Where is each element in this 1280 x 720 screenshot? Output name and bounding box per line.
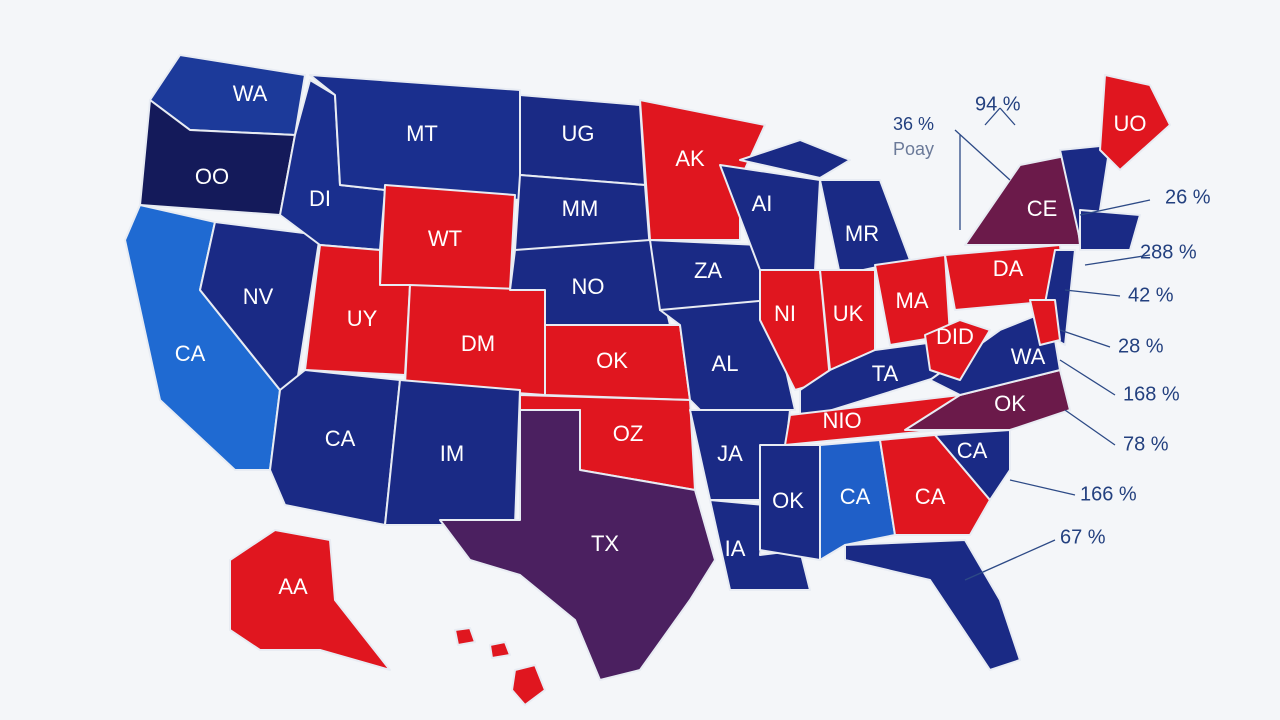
state-label: NV (243, 284, 274, 309)
annotations: 94 % 36 % Poay 26 % 288 % 42 % 28 % 168 … (893, 93, 1211, 548)
annotation: 42 % (1128, 284, 1174, 306)
state-label: TA (872, 361, 899, 386)
state-label: WA (1011, 344, 1046, 369)
state-label: JA (717, 441, 743, 466)
state-label: DM (461, 331, 495, 356)
state-label: AA (278, 574, 308, 599)
state-label: UY (347, 306, 378, 331)
state (904, 369, 1071, 431)
states (124, 54, 1171, 706)
state-label: MT (406, 121, 438, 146)
state (844, 539, 1021, 671)
state-label: WT (428, 226, 462, 251)
state (229, 529, 391, 671)
state-label: CA (175, 341, 206, 366)
state-label: MM (562, 196, 599, 221)
annotation: 288 % (1140, 241, 1197, 263)
annotation: 168 % (1123, 383, 1180, 405)
state (489, 641, 511, 659)
state-label: TX (591, 531, 619, 556)
state (819, 439, 896, 561)
annotation: 166 % (1080, 483, 1137, 505)
state (739, 139, 851, 179)
state-label: NI (774, 301, 796, 326)
state-label: WA (233, 81, 268, 106)
annotation: Poay (893, 139, 934, 159)
state-label: CA (840, 484, 871, 509)
state (1079, 209, 1141, 251)
state-label: IM (440, 441, 464, 466)
state-label: MA (896, 288, 929, 313)
state (924, 319, 991, 381)
annotation: 28 % (1118, 335, 1164, 357)
annotation: 67 % (1060, 526, 1106, 548)
annotation: 78 % (1123, 433, 1169, 455)
state-label: MR (845, 221, 879, 246)
state-label: AI (752, 191, 773, 216)
state-label: OK (994, 391, 1026, 416)
leader-lines (954, 107, 1151, 581)
state-label: CA (325, 426, 356, 451)
state-label: UK (833, 301, 864, 326)
state-labels: WA OO DI MT UG AK WT MM AI MR NO ZA NV U… (175, 81, 1147, 599)
state-label: CA (957, 438, 988, 463)
state (934, 429, 1011, 501)
state (879, 434, 991, 536)
state (511, 664, 546, 706)
state-label: OK (596, 348, 628, 373)
state-label: AL (712, 351, 739, 376)
state-label: CA (915, 484, 946, 509)
state (454, 627, 476, 646)
state-label: IA (725, 536, 746, 561)
state-label: OO (195, 164, 229, 189)
state-label: CE (1027, 196, 1058, 221)
state (1029, 299, 1061, 346)
state-label: UO (1114, 111, 1147, 136)
state (439, 409, 716, 681)
state (1059, 144, 1111, 241)
state-label: AK (675, 146, 705, 171)
state-label: UG (562, 121, 595, 146)
state-label: NIO (822, 408, 861, 433)
annotation: 26 % (1165, 186, 1211, 208)
state-label: DA (993, 256, 1024, 281)
state-label: OK (772, 488, 804, 513)
state-label: ZA (694, 258, 722, 283)
annotation: 94 % (975, 93, 1021, 115)
annotation: 36 % (893, 114, 934, 134)
state-label: DI (309, 186, 331, 211)
state-label: DID (936, 324, 974, 349)
state-label: NO (572, 274, 605, 299)
state (1099, 74, 1171, 171)
state-label: OZ (613, 421, 644, 446)
